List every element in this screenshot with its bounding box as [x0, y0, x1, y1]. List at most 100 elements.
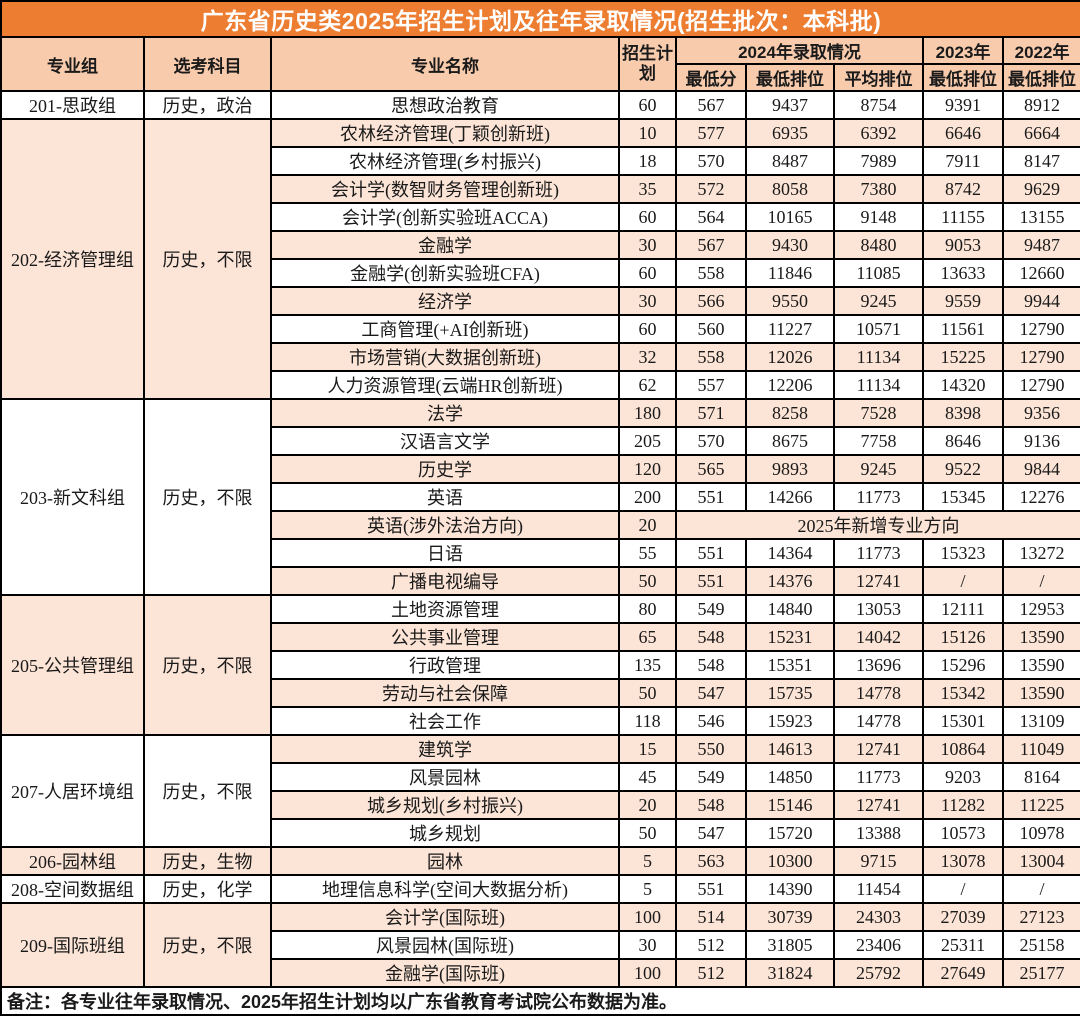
title-row: 广东省历史类2025年招生计划及往年录取情况(招生批次：本科批) [0, 0, 1080, 38]
major-cell: 土地资源管理 [270, 594, 620, 624]
min-rank-2024-cell: 10300 [745, 846, 835, 876]
min-rank-2024-cell: 8487 [745, 146, 835, 176]
min-rank-2022-cell: / [1001, 566, 1080, 596]
table-row: 金融学 30 567 9430 8480 9053 9487 [1, 230, 1080, 260]
major-cell: 风景园林(国际班) [270, 930, 620, 960]
major-cell: 日语 [270, 538, 620, 568]
avg-rank-2024-cell: 7380 [833, 174, 924, 204]
major-cell: 法学 [270, 398, 620, 428]
min-score-cell: 547 [675, 678, 747, 708]
table-row: 203-新文科组 历史，不限 法学 180 571 8258 7528 8398 9356 [0, 398, 1080, 596]
avg-rank-2024-cell: 13388 [833, 818, 924, 848]
avg-rank-2024-cell: 11134 [833, 370, 924, 400]
min-score-cell: 560 [675, 314, 747, 344]
min-rank-2023-cell: 7911 [922, 146, 1004, 176]
plan-cell: 20 [618, 790, 677, 820]
major-cell: 思想政治教育 [270, 90, 620, 120]
major-cell: 金融学(创新实验班CFA) [270, 258, 620, 288]
min-rank-2022-cell: 11049 [1001, 734, 1080, 764]
table-row: 汉语言文学 205 570 8675 7758 8646 9136 [1, 426, 1080, 456]
min-score-cell: 514 [675, 902, 747, 932]
min-rank-2024-cell: 15146 [745, 790, 835, 820]
min-score-cell: 566 [675, 286, 747, 316]
major-cell: 金融学 [270, 230, 620, 260]
plan-cell: 50 [618, 678, 677, 708]
subjects-cell: 历史，不限 [143, 594, 272, 736]
col-header-2024-section: 2024年录取情况 [675, 36, 924, 65]
col-header-min-score: 最低分 [675, 63, 747, 92]
plan-cell: 60 [618, 258, 677, 288]
col-header-min-rank-2023: 最低排位 [922, 63, 1004, 92]
min-rank-2023-cell: 14320 [922, 370, 1004, 400]
major-cell: 会计学(数智财务管理创新班) [270, 174, 620, 204]
min-rank-2024-cell: 15351 [745, 650, 835, 680]
min-rank-2022-cell: 13590 [1001, 678, 1080, 708]
plan-cell: 20 [618, 510, 677, 540]
min-rank-2024-cell: 15231 [745, 622, 835, 652]
table-row: 公共事业管理 65 548 15231 14042 15126 13590 [1, 622, 1080, 652]
plan-cell: 10 [618, 118, 677, 148]
min-rank-2023-cell: 9203 [922, 762, 1004, 792]
min-rank-2023-cell: 15296 [922, 650, 1004, 680]
min-rank-2024-cell: 9893 [745, 454, 835, 484]
min-rank-2022-cell: 9356 [1001, 398, 1080, 428]
min-rank-2022-cell: 9136 [1001, 426, 1080, 456]
min-score-cell: 577 [675, 118, 747, 148]
plan-cell: 30 [618, 230, 677, 260]
major-cell: 地理信息科学(空间大数据分析) [270, 874, 620, 904]
avg-rank-2024-cell: 6392 [833, 118, 924, 148]
avg-rank-2024-cell: 13053 [833, 594, 924, 624]
major-cell: 汉语言文学 [270, 426, 620, 456]
avg-rank-2024-cell: 11454 [833, 874, 924, 904]
major-cell: 风景园林 [270, 762, 620, 792]
table-row: 会计学(数智财务管理创新班) 35 572 8058 7380 8742 9629 [1, 174, 1080, 204]
group-cell: 207-人居环境组 [0, 734, 145, 848]
min-score-cell: 564 [675, 202, 747, 232]
major-cell: 农林经济管理(乡村振兴) [270, 146, 620, 176]
min-rank-2022-cell: 6664 [1001, 118, 1080, 148]
new-major-note-cell: 2025年新增专业方向 [674, 510, 1080, 540]
subjects-cell: 历史，不限 [143, 902, 272, 988]
major-cell: 行政管理 [270, 650, 620, 680]
min-rank-2024-cell: 11227 [745, 314, 835, 344]
avg-rank-2024-cell: 12741 [833, 790, 924, 820]
min-score-cell: 546 [675, 706, 747, 736]
plan-cell: 60 [618, 202, 677, 232]
min-rank-2024-cell: 14266 [745, 482, 835, 512]
min-score-cell: 547 [675, 818, 747, 848]
table-row: 207-人居环境组 历史，不限 建筑学 15 550 14613 12741 10864 110… [0, 734, 1080, 848]
avg-rank-2024-cell: 11773 [833, 538, 924, 568]
min-score-cell: 558 [675, 342, 747, 372]
min-score-cell: 512 [675, 930, 747, 960]
group-cell: 208-空间数据组 [0, 874, 145, 904]
min-rank-2024-cell: 14840 [745, 594, 835, 624]
major-cell: 人力资源管理(云端HR创新班) [270, 370, 620, 400]
table-row: 202-经济管理组 历史，不限 农林经济管理(丁颖创新班) 10 577 6935 6392… [0, 118, 1080, 400]
table-row: 英语(涉外法治方向) 20 2025年新增专业方向 [1, 510, 1080, 540]
avg-rank-2024-cell: 12741 [833, 566, 924, 596]
col-header-2023: 2023年 [922, 36, 1004, 65]
plan-cell: 50 [618, 818, 677, 848]
min-score-cell: 557 [675, 370, 747, 400]
min-rank-2022-cell: 13004 [1001, 846, 1080, 876]
col-header-group: 专业组 [0, 36, 145, 92]
plan-cell: 80 [618, 594, 677, 624]
min-rank-2023-cell: 11561 [922, 314, 1004, 344]
min-score-cell: 572 [675, 174, 747, 204]
min-rank-2022-cell: 9487 [1001, 230, 1080, 260]
min-rank-2022-cell: 8164 [1001, 762, 1080, 792]
min-rank-2023-cell: 15345 [922, 482, 1004, 512]
min-rank-2022-cell: 12790 [1001, 342, 1080, 372]
min-score-cell: 551 [675, 566, 747, 596]
min-rank-2024-cell: 8258 [745, 398, 835, 428]
subjects-cell: 历史，化学 [143, 874, 272, 904]
min-rank-2022-cell: 13109 [1001, 706, 1080, 736]
min-rank-2023-cell: 15225 [922, 342, 1004, 372]
min-rank-2024-cell: 30739 [745, 902, 835, 932]
min-rank-2023-cell: 27039 [922, 902, 1004, 932]
avg-rank-2024-cell: 7758 [833, 426, 924, 456]
min-rank-2024-cell: 12206 [745, 370, 835, 400]
col-header-min-rank-2022: 最低排位 [1001, 63, 1080, 92]
header-row-1: 专业组 选考科目 专业名称 招生计划 2024年录取情况 2023年 2022年 [0, 36, 1080, 92]
